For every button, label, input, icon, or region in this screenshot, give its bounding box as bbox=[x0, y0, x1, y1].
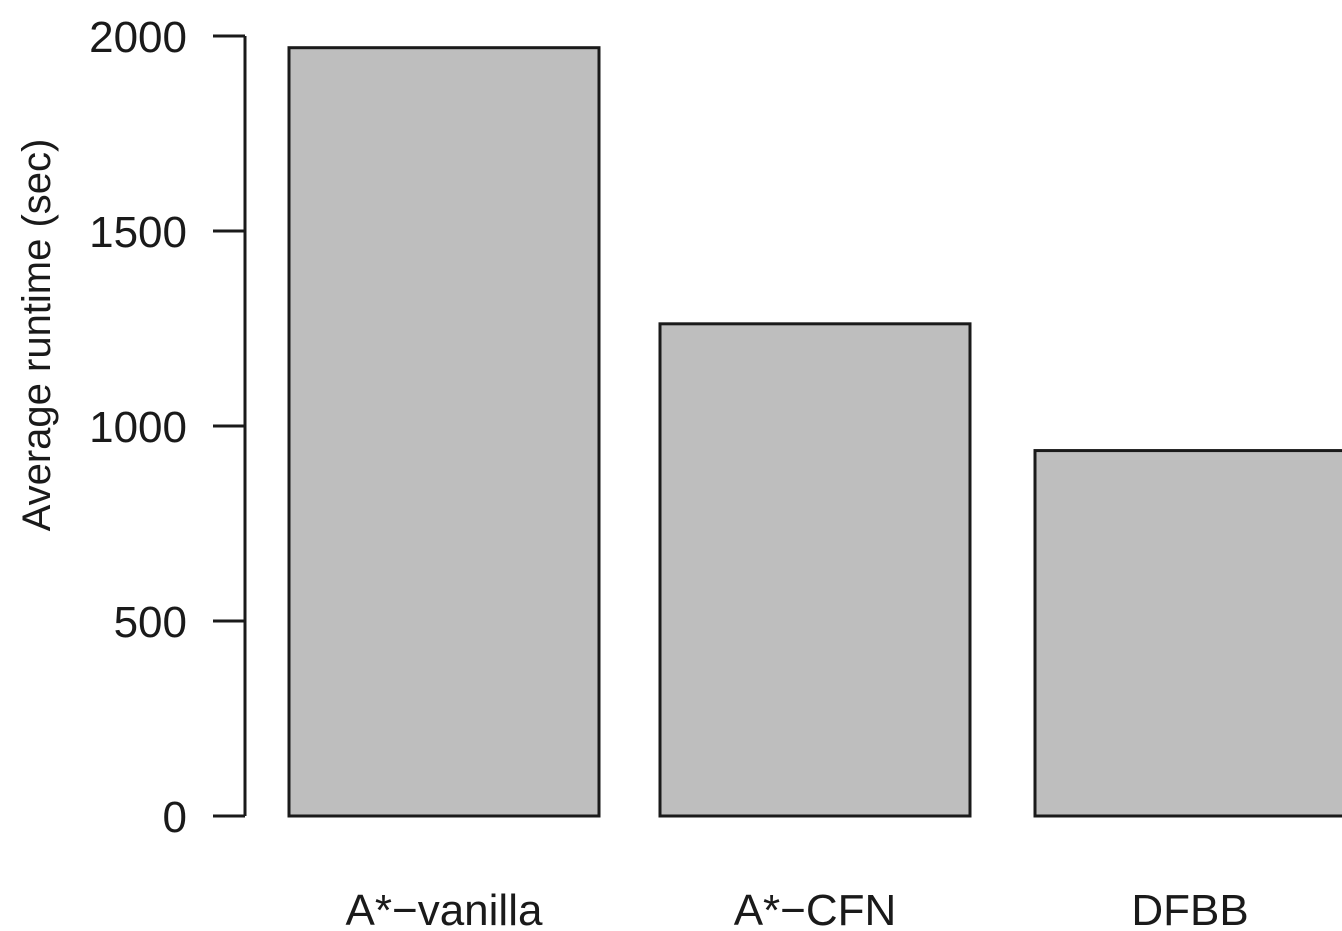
y-axis-title: Average runtime (sec) bbox=[15, 139, 59, 532]
y-axis-ticks: 0 500 1000 1500 2000 bbox=[89, 13, 245, 842]
x-axis-labels: A*−vanilla A*−CFN DFBB bbox=[346, 886, 1249, 931]
y-tick-label: 2000 bbox=[89, 13, 187, 62]
x-category-label: DFBB bbox=[1131, 886, 1248, 931]
y-tick-label: 1000 bbox=[89, 403, 187, 452]
bar-1 bbox=[658, 322, 972, 818]
y-tick-label: 1500 bbox=[89, 208, 187, 257]
x-category-label: A*−CFN bbox=[734, 886, 897, 931]
bars-group bbox=[287, 46, 1342, 818]
bar-0 bbox=[287, 46, 601, 818]
y-tick-label: 0 bbox=[163, 793, 187, 842]
x-category-label: A*−vanilla bbox=[346, 886, 543, 931]
y-tick-label: 500 bbox=[114, 598, 187, 647]
bar-2 bbox=[1033, 449, 1342, 818]
